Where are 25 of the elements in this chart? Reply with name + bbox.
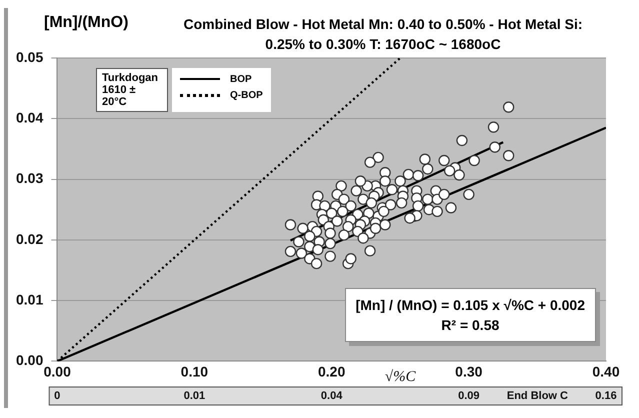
legend-label: BOP [230,74,252,84]
legend-title: Turkdogan 1610 ± 20°C [96,68,168,112]
y-tick-label: 0.02 [16,230,44,247]
x-tick-label: 0.30 [455,363,483,380]
x-axis-title: √%C [384,369,417,386]
y-tick-label: 0.04 [16,110,44,126]
y-tick-label: 0.00 [16,352,44,368]
text: 0.09 [458,390,480,402]
y-tick-label: 0.01 [16,291,44,308]
legend-label: Q-BOP [230,90,263,100]
text: 0.04 [320,390,344,402]
y-tick-label: 0.03 [16,170,44,186]
x-tick-label: 0.20 [318,363,346,380]
text: 0.16 [595,390,617,402]
y-axis-title: [Mn]/(MnO) [44,14,128,32]
text: 0.01 [184,390,206,402]
x-tick-label: 0.40 [592,363,620,380]
text: End Blow C [506,390,568,402]
annotation: [Mn] / (MnO) = 0.105 x √%C + 0.002 [356,296,585,315]
x-tick-label: 0.00 [44,363,72,380]
x-tick-label: 0.10 [180,363,208,380]
annotation: R² = 0.58 [440,316,500,335]
y-tick-label: 0.05 [16,48,44,65]
chart-title: Combined Blow - Hot Metal Mn: 0.40 to 0.50% - Hot Metal Si: 0.25% to 0.30% T: 1670oC ~ 1680oC [183,15,583,54]
text: 0 [54,390,60,402]
